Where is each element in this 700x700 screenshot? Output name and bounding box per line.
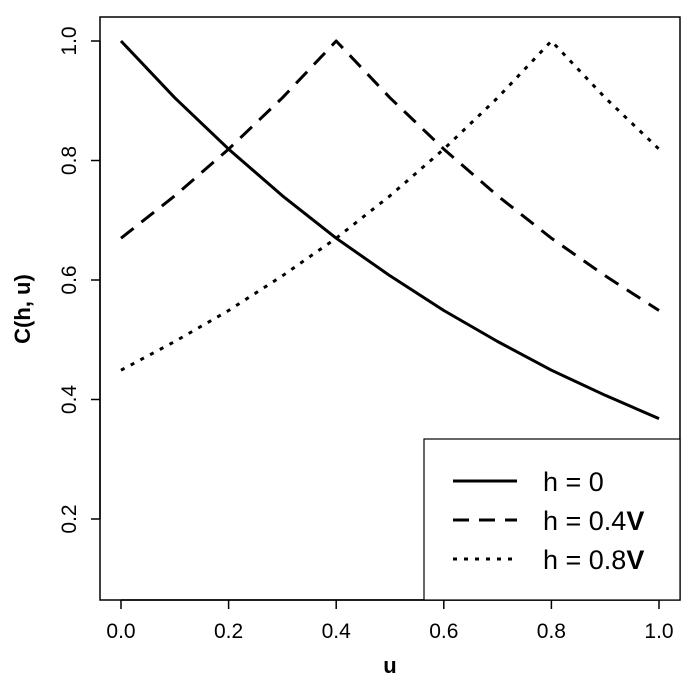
x-tick-label: 1.0 xyxy=(644,620,673,643)
y-axis: 0.2 0.4 0.6 0.8 1.0 xyxy=(58,26,101,534)
legend-label-bold: V xyxy=(626,506,644,536)
x-tick-label: 0.0 xyxy=(106,620,135,643)
legend-label-main: h = 0.8 xyxy=(543,545,626,575)
series-line-dotted xyxy=(120,39,661,372)
y-axis-title: C(h, u) xyxy=(10,274,35,344)
legend-label-main: h = 0.4 xyxy=(543,506,626,536)
series-layer xyxy=(119,39,661,420)
legend-label-main: h = 0 xyxy=(543,467,604,497)
x-tick-label: 0.2 xyxy=(214,620,243,643)
legend-label-bold: V xyxy=(626,545,644,575)
x-tick-label: 0.4 xyxy=(322,620,352,643)
series-line-dashed xyxy=(120,39,660,312)
x-tick-label: 0.6 xyxy=(429,620,458,643)
legend-label: h = 0 xyxy=(543,467,604,497)
legend-label: h = 0.4V xyxy=(543,506,644,536)
y-tick-label: 0.4 xyxy=(58,385,81,415)
x-axis: 0.0 0.2 0.4 0.6 0.8 1.0 xyxy=(106,599,674,643)
legend: h = 0h = 0.4Vh = 0.8V xyxy=(423,438,681,601)
y-tick-label: 0.6 xyxy=(58,265,81,294)
series-line-solid xyxy=(119,39,660,420)
y-tick-label: 1.0 xyxy=(58,26,81,55)
y-tick-label: 0.8 xyxy=(58,146,81,175)
x-axis-title: u xyxy=(383,653,396,678)
legend-label: h = 0.8V xyxy=(543,545,644,575)
y-tick-label: 0.2 xyxy=(58,504,81,533)
x-tick-label: 0.8 xyxy=(537,620,566,643)
